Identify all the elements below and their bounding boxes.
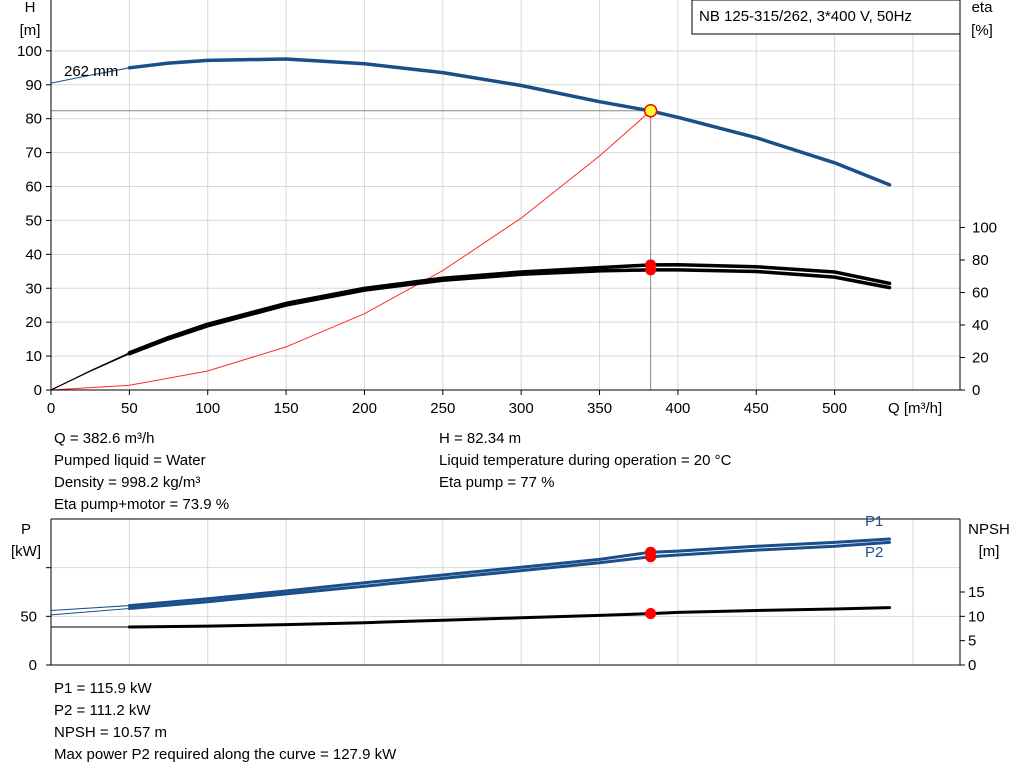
info-npsh: NPSH = 10.57 m — [54, 724, 167, 741]
x-tick-label: 450 — [744, 400, 769, 417]
y-tick-label: 50 — [25, 212, 42, 229]
head-curve-extension — [50, 67, 130, 84]
bottom-y-axis-label-line2: [kW] — [11, 543, 41, 560]
x-tick-label: 300 — [509, 400, 534, 417]
y2-tick-label: 80 — [972, 252, 989, 269]
chart-title: NB 125-315/262, 3*400 V, 50Hz — [699, 8, 912, 25]
bottom-y-axis-label-line1: P — [21, 521, 31, 538]
info-pumped-liquid: Pumped liquid = Water — [54, 452, 206, 469]
p2-curve — [127, 540, 891, 610]
bottom-y2-axis-label-line2: [m] — [979, 543, 1000, 560]
p2-curve-label: P2 — [865, 544, 883, 561]
bottom-y-tick-label: 50 — [20, 608, 37, 625]
info-p1: P1 = 115.9 kW — [54, 680, 152, 697]
bottom-chart-series — [50, 537, 891, 629]
info-eta-pump: Eta pump = 77 % — [439, 474, 555, 491]
y2-tick-label: 100 — [972, 220, 997, 237]
p2-curve-extension — [50, 608, 130, 616]
y-tick-label: 10 — [25, 348, 42, 365]
x-tick-label: 200 — [352, 400, 377, 417]
y-tick-label: 60 — [25, 179, 42, 196]
top-y2-axis-label-line2: [%] — [971, 22, 993, 39]
y-tick-label: 90 — [25, 77, 42, 94]
y2-tick-label: 40 — [972, 317, 989, 334]
npsh-curve — [127, 606, 891, 629]
y-tick-label: 80 — [25, 111, 42, 128]
info-flow: Q = 382.6 m³/h — [54, 430, 155, 447]
info-bottom: P1 = 115.9 kW P2 = 111.2 kW NPSH = 10.57… — [54, 678, 396, 766]
x-tick-label: 500 — [822, 400, 847, 417]
x-tick-label: 100 — [195, 400, 220, 417]
bottom-y2-tick-label: 15 — [968, 584, 985, 601]
y-tick-label: 0 — [34, 382, 42, 399]
impeller-diameter-label: 262 mm — [64, 63, 118, 80]
eta-pump-motor-duty-point — [645, 264, 657, 276]
chart-title-box — [691, 0, 961, 35]
bottom-y2-tick-label: 5 — [968, 633, 976, 650]
y2-tick-label: 60 — [972, 285, 989, 302]
y2-tick-label: 0 — [972, 382, 980, 399]
system-curve — [50, 110, 651, 391]
y-tick-label: 100 — [17, 43, 42, 60]
info-eta-pump-motor: Eta pump+motor = 73.9 % — [54, 496, 230, 513]
eta-pump-curve-extension — [50, 352, 130, 391]
top-y-axis-label-line1: H — [25, 0, 36, 16]
info-p2: P2 = 111.2 kW — [54, 702, 151, 719]
info-top-left: Q = 382.6 m³/h Pumped liquid = Water Den… — [54, 428, 229, 516]
y-tick-label: 20 — [25, 314, 42, 331]
bottom-y2-tick-label: 10 — [968, 608, 985, 625]
eta-pump-curve — [127, 262, 892, 355]
top-y2-axis-label-line1: eta — [972, 0, 994, 16]
npsh-duty-point — [645, 608, 657, 620]
y-tick-label: 30 — [25, 280, 42, 297]
p2-duty-point — [645, 551, 657, 563]
x-axis-label: Q [m³/h] — [888, 400, 942, 417]
info-top-right: H = 82.34 m Liquid temperature during op… — [439, 428, 731, 494]
p1-curve-extension — [50, 605, 130, 611]
top-chart-grid — [51, 0, 960, 390]
x-tick-label: 50 — [121, 400, 138, 417]
info-max-power: Max power P2 required along the curve = … — [54, 746, 397, 763]
top-chart-series — [50, 57, 892, 391]
x-tick-label: 350 — [587, 400, 612, 417]
p1-curve-label: P1 — [865, 513, 883, 530]
info-density: Density = 998.2 kg/m³ — [54, 474, 201, 491]
bottom-chart-grid — [51, 519, 960, 665]
head-duty-point — [643, 104, 658, 118]
bottom-y2-axis-label-line1: NPSH — [968, 521, 1010, 538]
head-curve — [127, 57, 892, 187]
eta-pump-motor-curve — [127, 268, 892, 356]
p1-curve — [127, 537, 891, 608]
axis-ticks: 0 50 100 150 200 250 300 350 400 450 5000102030405… — [17, 0, 997, 674]
y-tick-label: 40 — [25, 246, 42, 263]
y2-tick-label: 20 — [972, 350, 989, 367]
x-tick-label: 150 — [274, 400, 299, 417]
x-tick-label: 400 — [665, 400, 690, 417]
x-tick-label: 0 — [47, 400, 55, 417]
x-tick-label: 250 — [430, 400, 455, 417]
top-y-axis-label-line2: [m] — [20, 22, 41, 39]
info-liquid-temperature: Liquid temperature during operation = 20… — [439, 452, 732, 469]
bottom-y-tick-label: 0 — [29, 657, 37, 674]
y-tick-label: 70 — [25, 145, 42, 162]
bottom-y2-tick-label: 0 — [968, 657, 976, 674]
info-head: H = 82.34 m — [439, 430, 522, 447]
